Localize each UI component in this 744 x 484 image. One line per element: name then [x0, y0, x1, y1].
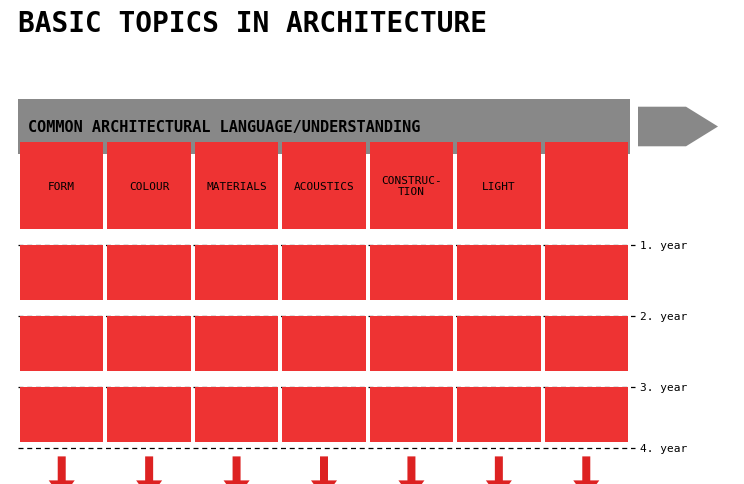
Text: ACOUSTICS: ACOUSTICS	[294, 181, 354, 191]
Bar	[195, 317, 278, 371]
FancyArrow shape	[574, 456, 599, 484]
Bar	[370, 317, 453, 371]
Bar	[18, 100, 630, 155]
FancyArrow shape	[486, 456, 512, 484]
Text: CONSTRUC-
TION: CONSTRUC- TION	[381, 175, 442, 197]
Text: FORM: FORM	[48, 181, 75, 191]
Bar	[457, 317, 541, 371]
Text: MATERIALS: MATERIALS	[206, 181, 267, 191]
FancyArrow shape	[399, 456, 424, 484]
Bar	[20, 317, 103, 371]
Bar	[545, 317, 628, 371]
Bar	[195, 245, 278, 301]
Text: 2. year: 2. year	[640, 311, 687, 321]
Text: BASIC TOPICS IN ARCHITECTURE: BASIC TOPICS IN ARCHITECTURE	[18, 10, 487, 38]
Bar	[457, 143, 541, 229]
Bar	[107, 143, 191, 229]
FancyArrow shape	[311, 456, 337, 484]
Bar	[457, 387, 541, 442]
Text: 1. year: 1. year	[640, 241, 687, 251]
Bar	[370, 143, 453, 229]
Bar	[107, 245, 191, 301]
Text: 3. year: 3. year	[640, 382, 687, 392]
Bar	[20, 387, 103, 442]
Bar	[370, 245, 453, 301]
FancyArrow shape	[136, 456, 162, 484]
Bar	[545, 143, 628, 229]
FancyArrow shape	[223, 456, 249, 484]
Bar	[282, 317, 366, 371]
Bar	[107, 387, 191, 442]
Bar	[20, 143, 103, 229]
Bar	[545, 245, 628, 301]
FancyArrow shape	[638, 107, 718, 147]
Bar	[282, 387, 366, 442]
FancyArrow shape	[48, 456, 74, 484]
Bar	[195, 143, 278, 229]
Bar	[282, 245, 366, 301]
Bar	[545, 387, 628, 442]
Text: 4. year: 4. year	[640, 443, 687, 454]
Bar	[282, 143, 366, 229]
Bar	[195, 387, 278, 442]
Text: LIGHT: LIGHT	[482, 181, 516, 191]
Bar	[457, 245, 541, 301]
Bar	[370, 387, 453, 442]
Bar	[20, 245, 103, 301]
Bar	[107, 317, 191, 371]
Text: COLOUR: COLOUR	[129, 181, 170, 191]
Text: COMMON ARCHITECTURAL LANGUAGE/UNDERSTANDING: COMMON ARCHITECTURAL LANGUAGE/UNDERSTAND…	[28, 120, 420, 135]
